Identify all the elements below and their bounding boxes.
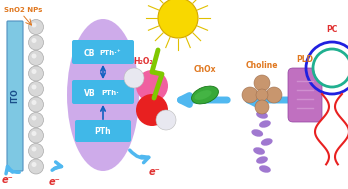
Circle shape: [32, 162, 37, 167]
Text: PC: PC: [326, 26, 338, 35]
Ellipse shape: [259, 120, 271, 128]
Circle shape: [29, 143, 44, 159]
Ellipse shape: [256, 156, 268, 164]
Circle shape: [29, 50, 44, 66]
Text: e⁻: e⁻: [149, 167, 161, 177]
Text: e⁻: e⁻: [49, 177, 61, 187]
Circle shape: [32, 100, 37, 105]
Circle shape: [32, 38, 37, 43]
Text: ChOx: ChOx: [194, 64, 216, 74]
Ellipse shape: [191, 86, 219, 104]
Text: ITO: ITO: [10, 89, 19, 103]
Circle shape: [29, 159, 44, 174]
Circle shape: [242, 87, 258, 103]
Circle shape: [32, 131, 37, 136]
Circle shape: [158, 0, 198, 38]
Text: e⁻: e⁻: [2, 175, 14, 185]
Circle shape: [266, 87, 282, 103]
FancyBboxPatch shape: [72, 80, 134, 104]
FancyBboxPatch shape: [7, 21, 23, 171]
Circle shape: [29, 112, 44, 128]
Text: PLD: PLD: [296, 54, 314, 64]
Circle shape: [29, 128, 44, 143]
Circle shape: [29, 35, 44, 50]
Text: Choline: Choline: [246, 60, 278, 70]
Circle shape: [254, 75, 270, 91]
FancyBboxPatch shape: [72, 40, 134, 64]
Circle shape: [156, 110, 176, 130]
Circle shape: [32, 146, 37, 152]
Ellipse shape: [256, 111, 268, 119]
Text: VB: VB: [84, 88, 96, 98]
Circle shape: [29, 97, 44, 112]
Circle shape: [32, 22, 37, 28]
Circle shape: [29, 66, 44, 81]
FancyBboxPatch shape: [75, 120, 131, 142]
Text: PTh·: PTh·: [101, 90, 119, 96]
Circle shape: [29, 81, 44, 97]
Ellipse shape: [251, 129, 263, 137]
Circle shape: [314, 50, 348, 86]
Circle shape: [32, 84, 37, 90]
Circle shape: [29, 19, 44, 35]
FancyBboxPatch shape: [288, 68, 322, 122]
Text: CB: CB: [84, 49, 95, 57]
Text: H₂O₂: H₂O₂: [133, 57, 153, 67]
Circle shape: [32, 53, 37, 59]
Circle shape: [136, 70, 168, 102]
Text: SnO2 NPs: SnO2 NPs: [4, 7, 42, 13]
Circle shape: [32, 115, 37, 121]
Text: PTh: PTh: [95, 126, 111, 136]
Ellipse shape: [67, 19, 139, 171]
Circle shape: [136, 94, 168, 126]
Circle shape: [32, 69, 37, 74]
Circle shape: [255, 100, 269, 114]
Circle shape: [256, 89, 268, 101]
Ellipse shape: [261, 138, 272, 146]
Ellipse shape: [195, 90, 212, 100]
Circle shape: [124, 68, 144, 88]
Text: PTh·⁺: PTh·⁺: [99, 50, 121, 56]
Ellipse shape: [253, 147, 265, 155]
Ellipse shape: [259, 165, 271, 173]
